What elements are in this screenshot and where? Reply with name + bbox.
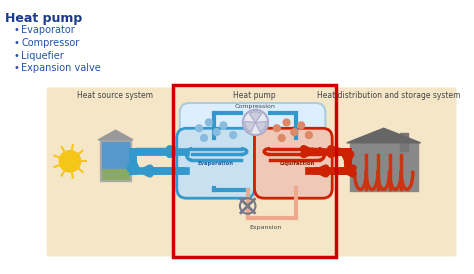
Circle shape [59,151,81,172]
Bar [102,142,129,169]
Text: Heat pump: Heat pump [233,91,276,100]
Bar [350,143,418,192]
Text: •: • [14,38,19,48]
Text: Expansion valve: Expansion valve [21,63,101,73]
Circle shape [230,132,237,138]
Circle shape [220,122,227,129]
Circle shape [201,135,208,141]
Text: Liquifaction: Liquifaction [280,161,315,166]
Circle shape [283,119,290,126]
Bar [100,140,131,181]
Wedge shape [245,121,255,132]
Wedge shape [249,112,262,122]
Circle shape [305,132,312,138]
Text: •: • [14,50,19,61]
Bar [400,133,408,151]
Text: Compressor: Compressor [21,38,80,48]
Text: Heat source system: Heat source system [77,91,153,100]
Circle shape [243,110,268,135]
Polygon shape [347,128,420,143]
FancyBboxPatch shape [255,128,332,198]
Bar [173,85,336,258]
Text: Liquefier: Liquefier [21,50,64,61]
FancyBboxPatch shape [177,128,255,198]
FancyBboxPatch shape [180,103,325,159]
Circle shape [196,125,202,132]
Wedge shape [255,121,266,132]
Text: •: • [14,63,19,73]
Text: Heat pump: Heat pump [5,12,82,25]
Circle shape [291,129,298,136]
Text: •: • [14,25,19,35]
Circle shape [298,122,304,129]
Circle shape [273,125,280,132]
Text: Heat distribution and storage system: Heat distribution and storage system [317,91,460,100]
FancyBboxPatch shape [46,87,456,256]
Circle shape [205,119,212,126]
Text: Compression: Compression [235,104,276,109]
Text: Evaporation: Evaporation [198,161,234,166]
Bar [102,169,129,179]
Text: Evaporator: Evaporator [21,25,75,35]
Text: Expansion: Expansion [249,226,282,230]
Circle shape [213,129,220,136]
Circle shape [278,135,285,141]
Polygon shape [98,130,133,140]
